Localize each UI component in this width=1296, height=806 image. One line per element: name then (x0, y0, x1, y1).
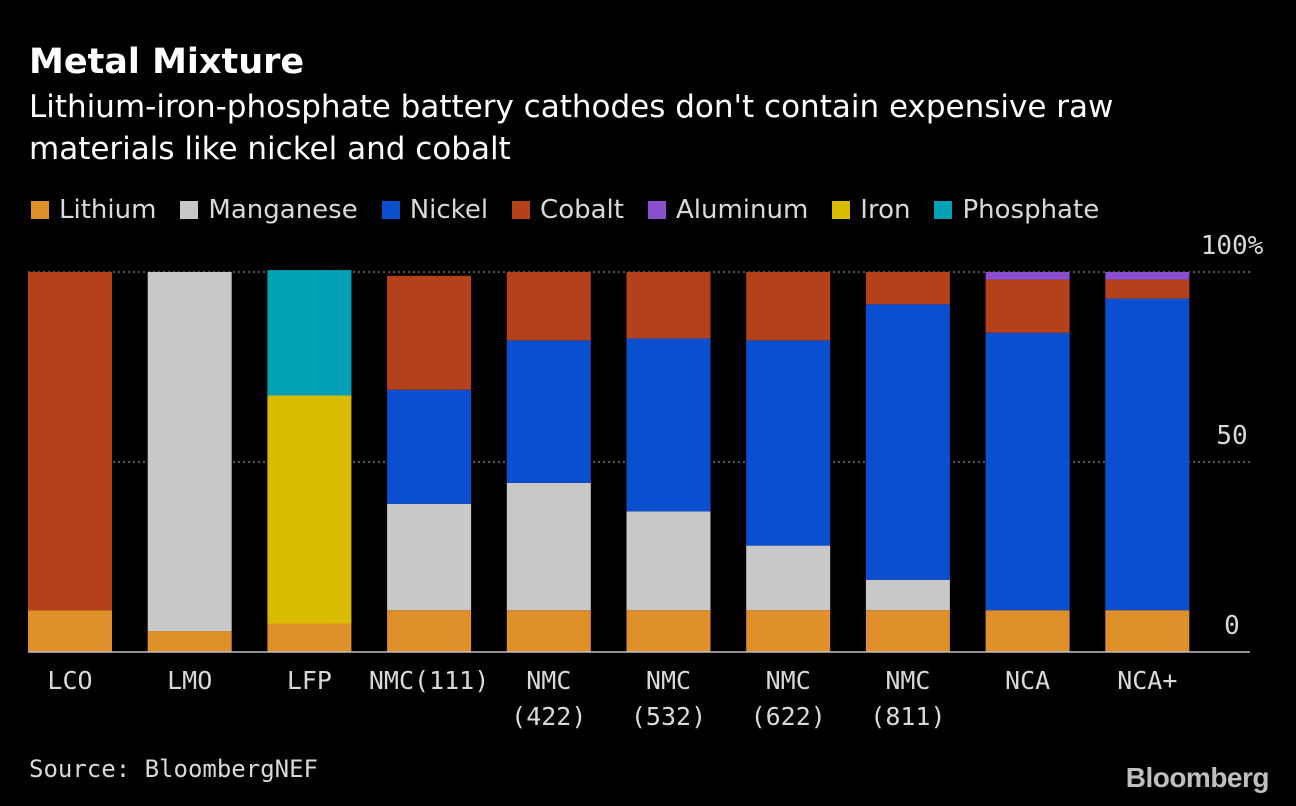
legend-swatch (31, 201, 49, 219)
bar-segment-iron (267, 395, 352, 624)
x-tick-label: LFP (287, 666, 332, 695)
legend-label: Aluminum (675, 195, 809, 225)
x-tick-label: NMC(111) (369, 666, 489, 695)
source-note: Source: BloombergNEF (29, 755, 318, 783)
legend-label: Lithium (59, 195, 157, 225)
bar-segment-lithium (147, 631, 232, 652)
bar-segment-cobalt (506, 272, 591, 341)
x-tick-label: NMC (885, 666, 930, 695)
bar-segment-lithium (387, 610, 472, 652)
x-tick-label: NMC (766, 666, 811, 695)
x-tick-label: (811) (870, 702, 945, 731)
legend-label: Nickel (409, 195, 489, 225)
bar-segment-cobalt (865, 272, 950, 305)
bar-segment-manganese (865, 579, 950, 611)
bar-segment-nickel (626, 338, 711, 512)
x-tick-label: NCA+ (1117, 666, 1177, 695)
bloomberg-logo: Bloomberg (1125, 762, 1270, 793)
bar-segment-cobalt (746, 272, 831, 341)
x-tick-label: NMC (646, 666, 691, 695)
bar-segment-lithium (985, 610, 1070, 652)
bar-segment-nickel (746, 340, 831, 546)
bar-segment-nickel (985, 332, 1070, 611)
legend-item-aluminum: Aluminum (647, 195, 809, 225)
bar-segment-nickel (387, 389, 472, 504)
legend-swatch (934, 201, 953, 219)
legend-swatch (381, 201, 400, 219)
bar-segment-lithium (865, 610, 950, 652)
bar-segment-manganese (746, 545, 831, 611)
bar-segment-lithium (626, 610, 711, 652)
bar-segment-nickel (506, 340, 591, 483)
bar-segment-nickel (1105, 298, 1190, 611)
bar-segment-aluminum (985, 272, 1070, 280)
legend-item-nickel: Nickel (381, 195, 489, 225)
legend-item-iron: Iron (832, 195, 910, 225)
x-tick-label: NCA (1005, 666, 1050, 695)
bar-segment-cobalt (387, 275, 472, 390)
bar-segment-manganese (626, 511, 711, 611)
bar-segment-manganese (506, 482, 591, 611)
bar-segment-lithium (267, 623, 352, 652)
x-tick-label: LMO (167, 666, 212, 695)
bar-segment-cobalt (626, 272, 711, 339)
chart-title: Metal Mixture (29, 42, 305, 82)
y-tick-label: 50 (1216, 421, 1247, 451)
x-tick-label: (622) (751, 702, 826, 731)
bar-segment-lithium (506, 610, 591, 652)
legend-label: Manganese (208, 195, 358, 225)
bar-segment-aluminum (1105, 272, 1190, 280)
bar-segment-cobalt (1105, 279, 1190, 299)
bar-segment-manganese (387, 503, 472, 611)
x-tick-label: (532) (631, 702, 706, 731)
bar-segment-lithium (28, 610, 112, 652)
bar-segment-nickel (865, 304, 950, 580)
legend-label: Iron (860, 195, 911, 225)
legend-item-lithium: Lithium (31, 195, 156, 225)
bar-segment-lithium (746, 610, 831, 652)
bar-segment-cobalt (28, 272, 112, 611)
legend-swatch (832, 201, 851, 219)
legend-swatch (647, 201, 666, 219)
bar-segment-phosphate (267, 270, 352, 396)
chart-subtitle: Lithium-iron-phosphate battery cathodes … (29, 89, 1114, 167)
bar-segment-cobalt (985, 279, 1070, 333)
chart-legend: Lithium Manganese Nickel Cobalt Aluminum Iron… (31, 192, 1123, 228)
legend-label: Phosphate (962, 195, 1100, 225)
y-tick-label: 0 (1224, 611, 1240, 641)
legend-item-phosphate: Phosphate (934, 195, 1099, 225)
x-tick-label: (422) (511, 702, 586, 731)
legend-swatch (180, 201, 199, 219)
legend-swatch (512, 201, 531, 219)
y-tick-label: 100% (1201, 231, 1264, 261)
legend-label: Cobalt (540, 195, 624, 225)
legend-item-manganese: Manganese (180, 195, 358, 225)
legend-item-cobalt: Cobalt (512, 195, 624, 225)
bar-segment-lithium (1105, 610, 1190, 652)
x-tick-label: NMC (526, 666, 571, 695)
x-tick-label: LCO (47, 666, 92, 695)
bar-segment-manganese (147, 272, 232, 632)
